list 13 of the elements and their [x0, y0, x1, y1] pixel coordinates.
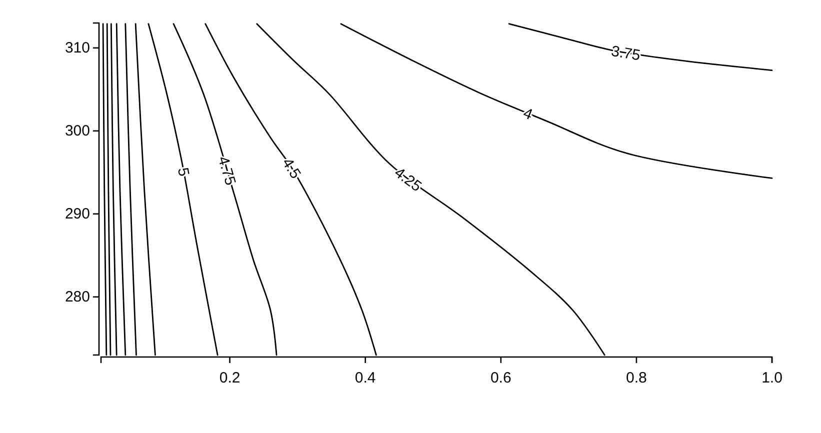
y-tick-label: 310 — [64, 40, 90, 57]
x-tick-label: 0.4 — [354, 370, 376, 386]
x-tick-label: 1.0 — [762, 370, 782, 386]
y-tick-label: 280 — [64, 288, 90, 306]
x-tick-label: 0.6 — [490, 370, 512, 386]
y-tick-label: 290 — [64, 206, 90, 223]
line-series — [508, 23, 773, 72]
y-tick-label: 300 — [64, 122, 90, 140]
x-tick-label: 0.8 — [626, 370, 647, 386]
text: 4 — [520, 104, 535, 124]
text: 4.75 — [214, 154, 239, 188]
x-tick-label: 0.2 — [219, 370, 240, 386]
text: 4.5 — [278, 155, 304, 182]
